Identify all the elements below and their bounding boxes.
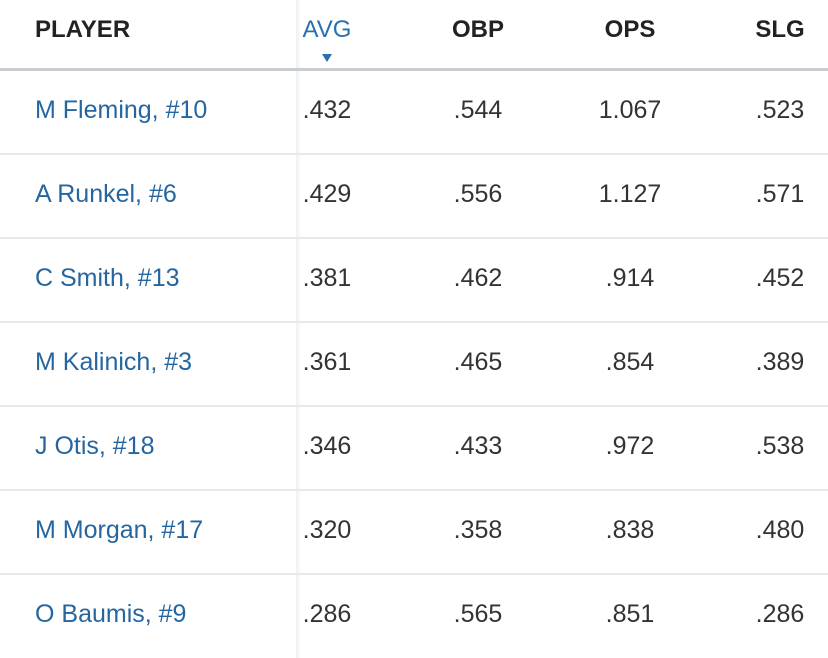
row-divider (0, 321, 828, 323)
stat-value: .286 (755, 600, 805, 628)
stat-value: .358 (453, 516, 503, 544)
stat-value: 1.127 (598, 180, 662, 208)
stat-value: .972 (605, 432, 655, 460)
header-divider (0, 68, 828, 71)
stat-value: .346 (302, 432, 352, 460)
row-divider (0, 573, 828, 575)
player-link[interactable]: A Runkel, #6 (35, 180, 177, 208)
stat-value: .361 (302, 348, 352, 376)
column-header[interactable]: PLAYER (35, 16, 131, 43)
stat-value: .571 (755, 180, 805, 208)
stat-value: .389 (755, 348, 805, 376)
column-header[interactable]: AVG (302, 16, 352, 43)
stat-value: .433 (453, 432, 503, 460)
column-shadow (296, 0, 300, 658)
stat-value: .480 (755, 516, 805, 544)
row-divider (0, 489, 828, 491)
stat-value: .854 (605, 348, 655, 376)
stat-value: .544 (453, 96, 503, 124)
stat-value: .462 (453, 264, 503, 292)
row-divider (0, 405, 828, 407)
player-link[interactable]: M Kalinich, #3 (35, 348, 193, 376)
stat-value: .465 (453, 348, 503, 376)
stat-value: .914 (605, 264, 655, 292)
stat-value: .538 (755, 432, 805, 460)
stat-value: .523 (755, 96, 805, 124)
stat-value: .432 (302, 96, 352, 124)
column-header[interactable]: OPS (604, 16, 656, 43)
stat-value: .320 (302, 516, 352, 544)
stat-value: .286 (302, 600, 352, 628)
stat-value: .429 (302, 180, 352, 208)
player-link[interactable]: M Morgan, #17 (35, 516, 204, 544)
stat-value: .556 (453, 180, 503, 208)
sort-indicator (322, 49, 332, 67)
stat-value: .851 (605, 600, 655, 628)
row-divider (0, 153, 828, 155)
stat-value: .381 (302, 264, 352, 292)
column-header[interactable]: OBP (451, 16, 505, 43)
sort-arrow (322, 54, 332, 62)
stat-value: .565 (453, 600, 503, 628)
stat-value: .452 (755, 264, 805, 292)
player-link[interactable]: O Baumis, #9 (35, 600, 187, 628)
stat-value: .838 (605, 516, 655, 544)
stat-value: 1.067 (598, 96, 662, 124)
row-divider (0, 237, 828, 239)
column-header[interactable]: SLG (755, 16, 805, 43)
player-link[interactable]: J Otis, #18 (35, 432, 155, 460)
player-link[interactable]: C Smith, #13 (35, 264, 180, 292)
player-link[interactable]: M Fleming, #10 (35, 96, 208, 124)
